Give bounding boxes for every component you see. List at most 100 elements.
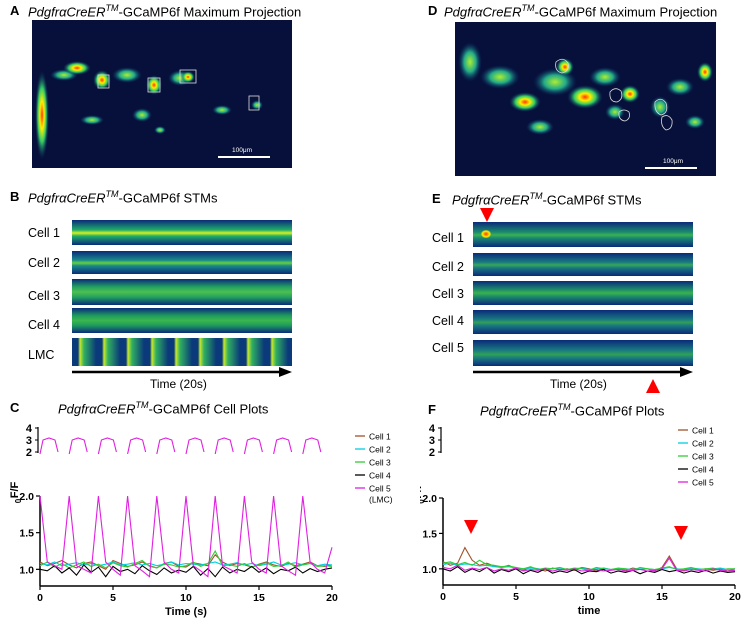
panel-c-y-tick-label: 2.0 [19,491,34,503]
panel-c-x-tick-label: 5 [110,592,116,604]
panel-b-row-label-5: LMC [28,348,55,362]
panel-e-letter: E [432,191,441,206]
panel-e-stm-cell-3 [473,281,693,305]
panel-a-title-gene: PdgfrαCreER [28,4,106,20]
panel-f-y-axis-label: F/F [420,482,424,499]
panel-f-legend-label-2: Cell 2 [692,439,714,449]
panel-e-title: PdgfrαCreERTM-GCaMP6f STMs [452,191,641,207]
panel-c-inset-transient-10 [302,437,322,455]
panel-c-series-1-line [39,553,333,570]
panel-e-row-label-2: Cell 2 [432,260,464,274]
panel-d-micrograph: 100μm [455,22,716,176]
panel-b-stm-lmc [72,338,292,366]
panel-c-legend-label-3: Cell 3 [369,458,391,468]
panel-c-inset-tick-label: 2 [26,447,32,459]
panel-f-legend-label-1: Cell 1 [692,426,714,436]
panel-c-inset-transient-4 [127,437,147,455]
panel-c-legend-label-lmc: (LMC) [369,495,393,505]
panel-f-series-5-line [442,557,736,572]
panel-e-stm-cell-5 [473,340,693,366]
panel-c-legend-label-5: Cell 5 [369,484,391,494]
panel-c-y-tick-label: 1.0 [19,564,34,576]
panel-c-legend-label-2: Cell 2 [369,445,391,455]
panel-c-y-axis-label: F/F [9,481,21,498]
panel-e-time-arrow [473,367,693,377]
panel-e-red-arrow-bottom [646,379,660,393]
panel-f-inset-tick-label: 4 [429,423,436,435]
panel-d-title-sup: TM [521,3,535,13]
panel-e-stm-cell-1 [473,222,693,247]
panel-f-x-axis-label: time [578,605,601,617]
panel-c-letter: C [10,400,20,415]
panel-f-series-2-line [442,562,736,571]
panel-c-inset-transient-8 [243,437,263,455]
panel-f-red-arrow-2 [674,526,688,540]
panel-c-inset-transient-3 [97,437,117,455]
panel-c-title: PdgfrαCreERTM-GCaMP6f Cell Plots [58,400,268,416]
panel-c-x-tick-label: 20 [326,592,338,604]
panel-f-letter: F [428,402,436,417]
panel-d-scale-bar [645,167,697,169]
panel-f-title-sup: TM [557,402,571,412]
panel-f-y-tick-label: 1.0 [422,564,437,576]
panel-e-stm-cell-4 [473,310,693,334]
panel-f-y-axis-label-sub: 0 [420,499,426,504]
panel-d-letter: D [428,3,438,18]
panel-d-scale-label: 100μm [663,158,684,165]
panel-b-stm-cell-4 [72,308,292,333]
panel-f-title: PdgfrαCreERTM-GCaMP6f Plots [480,402,664,418]
panel-c-inset-transient-2 [68,437,88,455]
panel-e-title-rest: -GCaMP6f STMs [542,192,642,208]
panel-e-row-label-1: Cell 1 [432,231,464,245]
panel-b-row-label-3: Cell 3 [28,289,60,303]
panel-f-x-tick-label: 5 [513,591,519,603]
panel-e-row-label-4: Cell 4 [432,314,464,328]
panel-a-scale-label: 100μm [232,147,253,154]
panel-c-legend-label-1: Cell 1 [369,432,391,442]
panel-f-inset-tick-label: 2 [429,447,435,459]
panel-b-stm-cell-2 [72,251,292,274]
panel-f-title-gene: PdgfrαCreER [480,403,558,419]
panel-c-inset-transient-7 [214,437,234,455]
panel-f-red-arrow-1 [464,520,478,534]
panel-d-title-rest: -GCaMP6f Maximum Projection [534,4,718,20]
panel-c-series-5-line [39,495,333,578]
panel-a-title-rest: -GCaMP6f Maximum Projection [118,4,302,20]
panel-b-time-label: Time (20s) [150,377,207,391]
panel-c-title-gene: PdgfrαCreER [58,401,136,417]
panel-e-title-gene: PdgfrαCreER [452,192,530,208]
panel-e-title-sup: TM [529,191,543,201]
panel-f-y-tick-label: 2.0 [422,493,437,505]
panel-f-x-tick-label: 20 [729,591,741,603]
panel-e-row-label-5: Cell 5 [432,341,464,355]
panel-a-micrograph-art [35,61,263,160]
panel-f-series-4-line [442,566,736,575]
panel-b-title-gene: PdgfrαCreER [28,190,106,206]
panel-c-x-tick-label: 15 [253,592,265,604]
panel-f-x-tick-label: 10 [583,591,595,603]
panel-b-stm-cell-1 [72,220,292,245]
panel-c-title-sup: TM [135,400,149,410]
panel-f-x-tick-label: 0 [440,591,446,603]
panel-b-time-arrow [72,367,292,377]
panel-e-red-arrow-top [480,208,494,222]
panel-c-x-axis-label: Time (s) [165,606,207,618]
panel-f-legend-label-4: Cell 4 [692,465,714,475]
panel-c-x-tick-label: 10 [180,592,192,604]
panel-a-letter: A [10,3,20,18]
panel-d-title: PdgfrαCreERTM-GCaMP6f Maximum Projection [444,3,717,19]
panel-b-row-label-4: Cell 4 [28,318,60,332]
panel-c-series-4-line [39,564,333,578]
panel-c-inset-transient-1 [39,437,59,455]
panel-c-y-tick-label: 1.5 [19,528,34,540]
panel-a-title: PdgfrαCreERTM-GCaMP6f Maximum Projection [28,3,301,19]
panel-c-series-3-line [39,549,333,569]
panel-f-legend-label-3: Cell 3 [692,452,714,462]
panel-c-inset-transient-9 [273,437,293,455]
panel-f-inset-tick-label: 3 [429,435,435,447]
panel-c-inset-tick-label: 3 [26,435,32,447]
panel-b-row-label-2: Cell 2 [28,256,60,270]
panel-b-title-rest: -GCaMP6f STMs [118,190,218,206]
